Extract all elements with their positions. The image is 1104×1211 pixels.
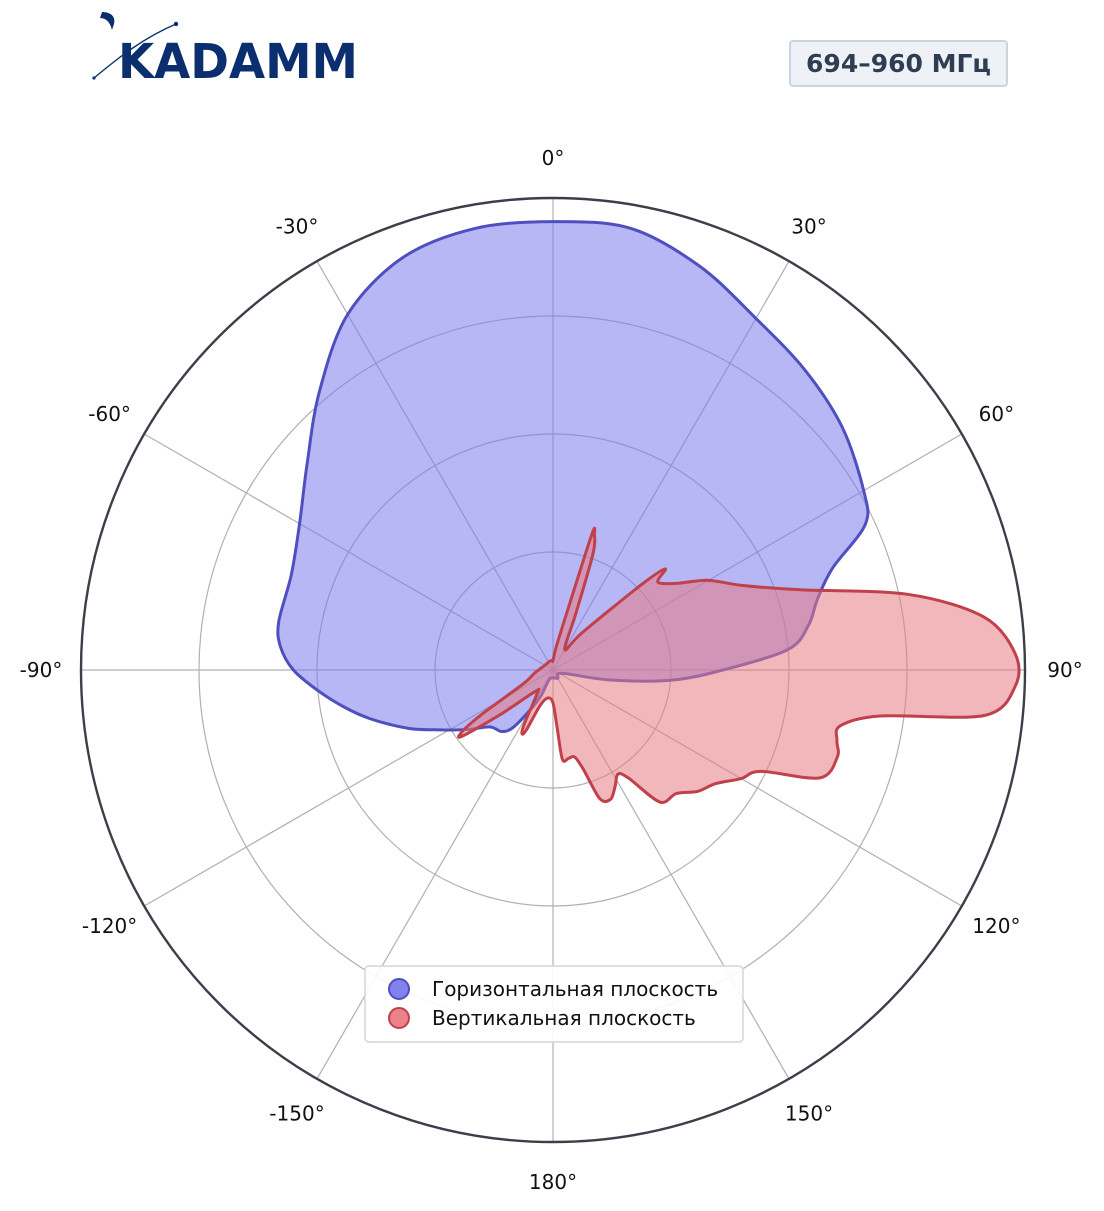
series-vertical-area [457,526,1021,804]
angle-tick-label: 0° [542,146,565,170]
logo-dot-icon [92,76,96,80]
angle-tick-label: -90° [20,658,63,682]
legend-label: Вертикальная плоскость [432,1006,696,1030]
brand-logo: KADAMM [88,8,368,90]
logo-leaf-icon [100,12,115,30]
angle-tick-label: 120° [972,914,1020,938]
angle-tick-label: -150° [269,1101,324,1125]
angle-tick-label: 150° [785,1101,833,1125]
angle-tick-label: -60° [88,402,131,426]
angle-gridline [316,669,554,1080]
angle-ticks: 0° 30° 60° 90° 120° 150° 180° -150° -120° -90° -60… [20,146,1083,1194]
angle-tick-label: -120° [82,914,137,938]
logo-arc-icon [93,23,177,79]
legend-box [364,965,744,1043]
frequency-badge: 694–960 МГц [789,40,1008,87]
brand-name: KADAMM [118,34,358,88]
polar-frame [79,196,1027,1144]
angle-tick-label: 90° [1047,658,1082,682]
angle-tick-label: 180° [529,1170,577,1194]
angle-tick-label: 30° [791,215,826,239]
series-layer [276,220,1021,804]
brand-logo-mark: KADAMM [92,12,358,90]
legend-marker [388,1007,410,1029]
legend-label: Горизонтальная плоскость [432,977,718,1001]
logo-dot-icon [173,21,179,27]
angle-tick-label: -30° [276,215,319,239]
legend-marker [388,978,410,1000]
legend: Горизонтальная плоскость Вертикальная пло… [364,965,744,1043]
polar-outer-ring [79,196,1027,1144]
angle-tick-label: 60° [979,402,1014,426]
